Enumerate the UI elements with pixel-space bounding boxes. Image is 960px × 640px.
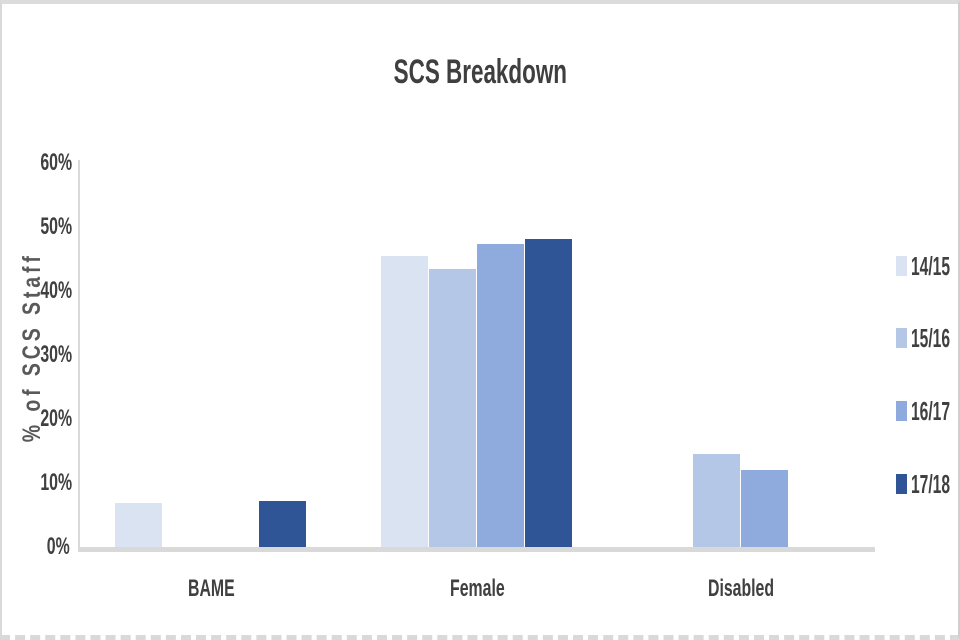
chart-title-text: SCS Breakdown: [393, 53, 567, 91]
x-axis-baseline: [79, 547, 875, 552]
legend-swatch-icon: [896, 328, 907, 348]
bar-disabled-16-17: [741, 470, 789, 547]
legend-swatch-icon: [896, 474, 907, 494]
legend-label-text: 16/17: [911, 396, 951, 426]
legend-label: 16/17: [911, 396, 960, 426]
legend-label: 17/18: [911, 469, 960, 499]
y-tick-label-30: 30%: [24, 341, 73, 368]
y-tick-label-text: 30%: [40, 341, 73, 368]
y-tick-label-text: 20%: [40, 405, 73, 432]
bar-female-14-15: [381, 255, 429, 547]
bar-bame-17-18: [259, 500, 307, 547]
y-tick-label-10: 10%: [24, 469, 73, 496]
legend-label-text: 17/18: [911, 469, 951, 499]
legend-item-15-16: 15/16: [896, 323, 960, 353]
y-tick-label-text: 60%: [40, 149, 73, 176]
y-tick-label-20: 20%: [24, 405, 73, 432]
category-label-female: Female: [407, 576, 547, 602]
category-label-text: BAME: [187, 575, 235, 602]
bar-female-16-17: [477, 243, 525, 547]
y-tick-label-0: 0%: [24, 535, 70, 559]
y-tick-label-60: 60%: [24, 149, 73, 176]
y-axis-line: [78, 160, 80, 552]
category-label-text: Disabled: [707, 575, 775, 602]
bar-bame-14-15: [115, 503, 163, 547]
bar-female-15-16: [429, 268, 477, 547]
legend-item-14-15: 14/15: [896, 251, 960, 281]
legend-swatch-icon: [896, 401, 907, 421]
y-tick-label-text: 10%: [40, 469, 73, 496]
y-tick-label-50: 50%: [24, 213, 73, 240]
y-tick-label-text: 50%: [40, 213, 73, 240]
chart-title: SCS Breakdown: [0, 50, 960, 94]
category-label-text: Female: [449, 575, 505, 602]
y-tick-label-40: 40%: [24, 277, 73, 304]
bar-disabled-15-16: [693, 454, 741, 547]
y-tick-label-text: 40%: [40, 277, 73, 304]
legend-label-text: 15/16: [911, 323, 951, 353]
legend-label: 14/15: [911, 251, 960, 281]
y-tick-label-text: 0%: [47, 533, 70, 560]
legend-label: 15/16: [911, 323, 960, 353]
category-label-bame: BAME: [141, 576, 281, 602]
legend-item-16-17: 16/17: [896, 396, 960, 426]
legend-label-text: 14/15: [911, 251, 951, 281]
legend-item-17-18: 17/18: [896, 469, 960, 499]
bar-female-17-18: [525, 239, 573, 547]
category-label-disabled: Disabled: [671, 576, 811, 602]
legend-swatch-icon: [896, 256, 907, 276]
